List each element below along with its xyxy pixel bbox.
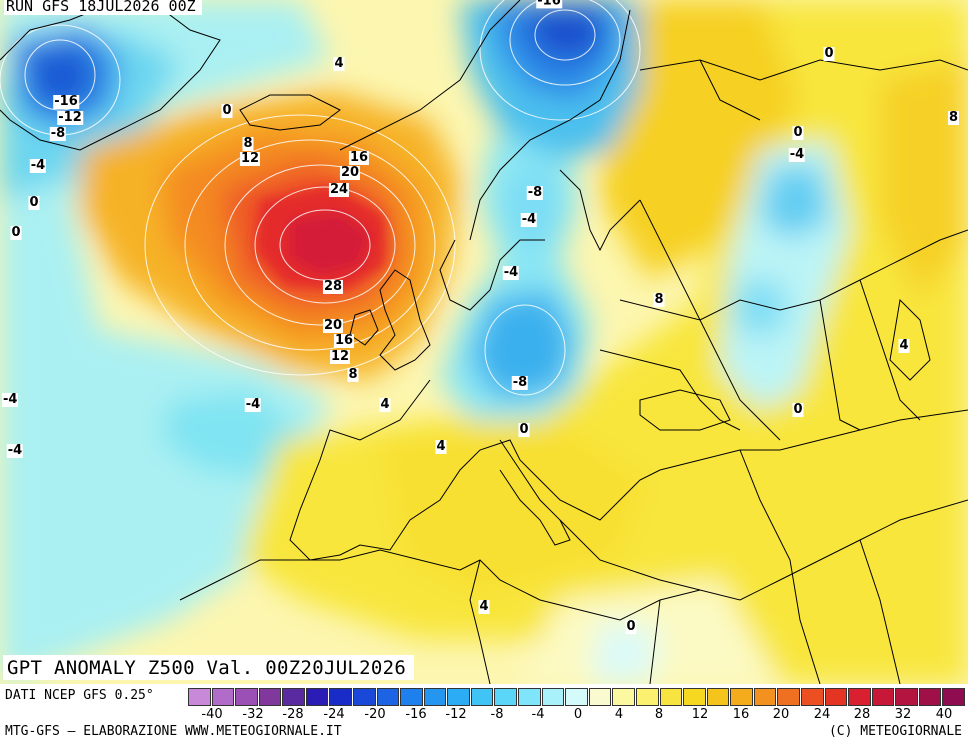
- contour-label: -8: [511, 375, 529, 390]
- color-scale-tick-label: 0: [573, 707, 583, 722]
- contour-label: -4: [29, 158, 47, 173]
- contour-label: 0: [625, 619, 637, 634]
- contour-label: 0: [792, 125, 804, 140]
- color-scale-tick-label: 32: [894, 707, 912, 722]
- contour-label: 8: [653, 292, 665, 307]
- contour-label: -8: [526, 185, 544, 200]
- color-scale-swatch: [447, 688, 470, 706]
- contour-label: 16: [333, 333, 355, 348]
- color-scale-swatch: [635, 688, 659, 706]
- contour-label: 12: [239, 151, 261, 166]
- color-scale-swatch: [494, 688, 518, 706]
- contour-label: 4: [898, 338, 910, 353]
- contour-label: 4: [333, 56, 345, 71]
- color-scale-tick-label: 16: [732, 707, 750, 722]
- contour-label: 0: [10, 225, 22, 240]
- color-scale-swatch: [871, 688, 895, 706]
- color-scale-tick-label: -8: [490, 707, 504, 722]
- color-scale-swatch: [423, 688, 447, 706]
- contour-label: 20: [322, 318, 344, 333]
- contour-label: 8: [347, 367, 359, 382]
- credit-left: MTG-GFS — ELABORAZIONE WWW.METEOGIORNALE…: [5, 724, 342, 739]
- contour-label: 4: [478, 599, 490, 614]
- contour-label: -4: [502, 265, 520, 280]
- contour-label: -4: [6, 443, 24, 458]
- color-scale-swatch: [353, 688, 376, 706]
- contour-label: 4: [379, 397, 391, 412]
- color-scale-tick-label: -24: [323, 707, 345, 722]
- contour-label: 0: [518, 422, 530, 437]
- color-scale-swatch: [659, 688, 683, 706]
- color-scale-swatch: [612, 688, 635, 706]
- contour-label: 0: [823, 46, 835, 61]
- color-scale-swatch: [895, 688, 918, 706]
- contour-label: -4: [2, 392, 19, 407]
- contour-label: -16: [53, 94, 79, 109]
- contour-label: 12: [329, 349, 351, 364]
- color-scale-swatch: [329, 688, 353, 706]
- contour-label: -16: [536, 0, 562, 9]
- main-title: GPT ANOMALY Z500 Val. 00Z20JUL2026: [3, 655, 415, 680]
- color-scale-swatch: [777, 688, 800, 706]
- anomaly-field: [0, 0, 968, 684]
- color-scale-bar: [188, 688, 966, 706]
- color-scale-tick-label: 8: [654, 707, 664, 722]
- data-source-label: DATI NCEP GFS 0.25°: [5, 688, 154, 703]
- color-scale-swatch: [824, 688, 848, 706]
- color-scale-swatch: [706, 688, 730, 706]
- color-scale-tick-label: 12: [691, 707, 709, 722]
- color-scale-tick-label: -4: [531, 707, 545, 722]
- contour-label: 24: [328, 182, 350, 197]
- color-scale-swatch: [470, 688, 494, 706]
- contour-label: 16: [348, 150, 370, 165]
- color-scale-swatch: [305, 688, 329, 706]
- color-scale-swatch: [400, 688, 423, 706]
- contour-label: 4: [435, 439, 447, 454]
- color-scale-swatch: [282, 688, 305, 706]
- color-scale-tick-label: -28: [282, 707, 304, 722]
- color-scale-tick-label: 28: [853, 707, 871, 722]
- contour-label: -8: [49, 126, 67, 141]
- credit-right: (C) METEOGIORNALE: [828, 724, 962, 739]
- color-scale-tick-label: -40: [201, 707, 223, 722]
- color-scale-swatch: [588, 688, 612, 706]
- color-scale-tick-label: -32: [242, 707, 264, 722]
- color-scale-swatch: [541, 688, 565, 706]
- color-scale-swatch: [376, 688, 400, 706]
- contour-label: 0: [221, 103, 233, 118]
- color-scale-tick-label: 40: [935, 707, 953, 722]
- color-scale-tick-label: -12: [445, 707, 467, 722]
- anomaly-map: RUN GFS 18JUL2026 00Z -16 -12 -8 -4 0 0 0 8 12 4 1…: [0, 0, 968, 684]
- color-scale-swatch: [565, 688, 588, 706]
- contour-label: 0: [792, 402, 804, 417]
- color-scale-swatch: [942, 688, 965, 706]
- contour-label: 28: [322, 279, 344, 294]
- color-scale-swatch: [258, 688, 282, 706]
- color-scale-tick-label: 4: [614, 707, 624, 722]
- color-scale-swatch: [848, 688, 871, 706]
- color-scale-tick-label: 20: [772, 707, 790, 722]
- color-scale-swatch: [518, 688, 541, 706]
- color-scale-swatch: [730, 688, 753, 706]
- color-scale-tick-label: -16: [405, 707, 427, 722]
- color-scale-swatch: [800, 688, 824, 706]
- contour-label: -12: [57, 110, 83, 125]
- contour-label: 20: [339, 165, 361, 180]
- contour-label: -4: [244, 397, 262, 412]
- run-title: RUN GFS 18JUL2026 00Z: [4, 0, 202, 15]
- contour-label: 8: [242, 136, 254, 151]
- contour-label: -4: [788, 147, 806, 162]
- color-scale-tick-label: -20: [364, 707, 386, 722]
- contour-label: -4: [520, 212, 538, 227]
- color-scale-swatch: [188, 688, 211, 706]
- color-scale-swatch: [683, 688, 706, 706]
- color-scale-swatch: [753, 688, 777, 706]
- color-scale-swatch: [211, 688, 235, 706]
- color-scale-tick-label: 24: [813, 707, 831, 722]
- contour-label: 8: [947, 110, 959, 125]
- color-scale-swatch: [918, 688, 942, 706]
- color-scale-swatch: [235, 688, 258, 706]
- contour-label: 0: [28, 195, 40, 210]
